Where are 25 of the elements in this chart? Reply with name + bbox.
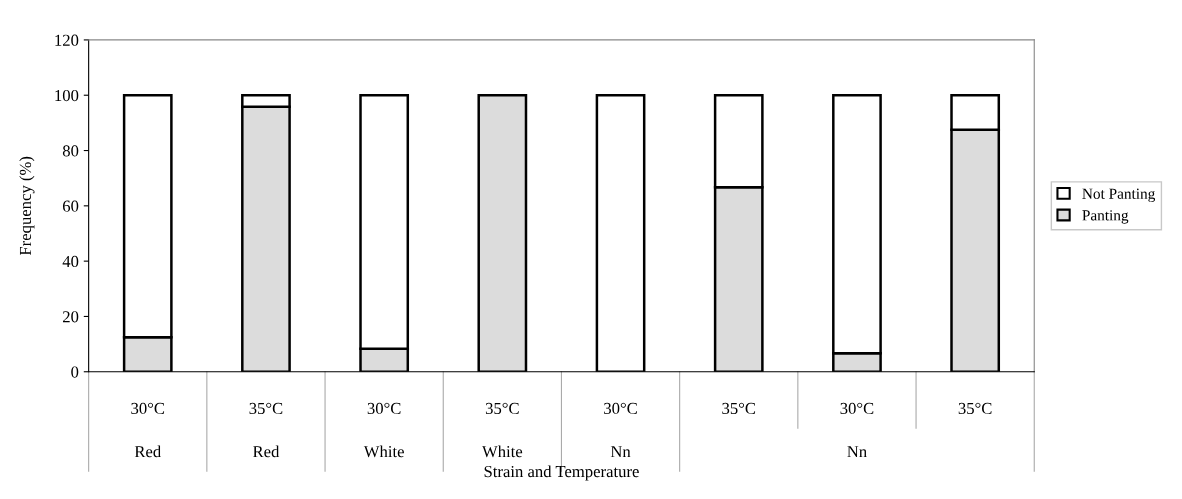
y-tick-label: 40 bbox=[62, 255, 79, 268]
y-axis-title: Frequency (%) bbox=[19, 156, 35, 256]
y-tick-label: 20 bbox=[62, 311, 79, 323]
x-tick-label: 35°C bbox=[485, 402, 519, 415]
text: White bbox=[482, 445, 523, 458]
text: Nn bbox=[847, 446, 867, 458]
legend-label: Not Panting bbox=[1082, 188, 1156, 203]
x-axis-title: Strain and Temperature bbox=[484, 465, 639, 481]
text: White bbox=[363, 445, 404, 458]
y-tick-label: 80 bbox=[62, 145, 79, 157]
y-tick-label: 60 bbox=[62, 200, 79, 212]
x-tick-label: 30°C bbox=[840, 402, 874, 415]
x-tick-label: 30°C bbox=[604, 402, 637, 415]
x-tick-label: 35°C bbox=[722, 402, 756, 415]
y-tick-label: 120 bbox=[55, 34, 79, 46]
text: Nn bbox=[610, 446, 631, 458]
text: Red bbox=[134, 445, 161, 458]
x-tick-label: 35°C bbox=[249, 402, 283, 415]
text: Red bbox=[253, 445, 280, 458]
y-tick-label: 100 bbox=[55, 89, 79, 102]
x-tick-label: 30°C bbox=[131, 402, 165, 415]
y-tick-label: 0 bbox=[71, 366, 79, 378]
x-tick-label: 35°C bbox=[958, 402, 992, 415]
x-tick-label: 30°C bbox=[367, 402, 401, 415]
legend-label: Panting bbox=[1082, 210, 1129, 224]
